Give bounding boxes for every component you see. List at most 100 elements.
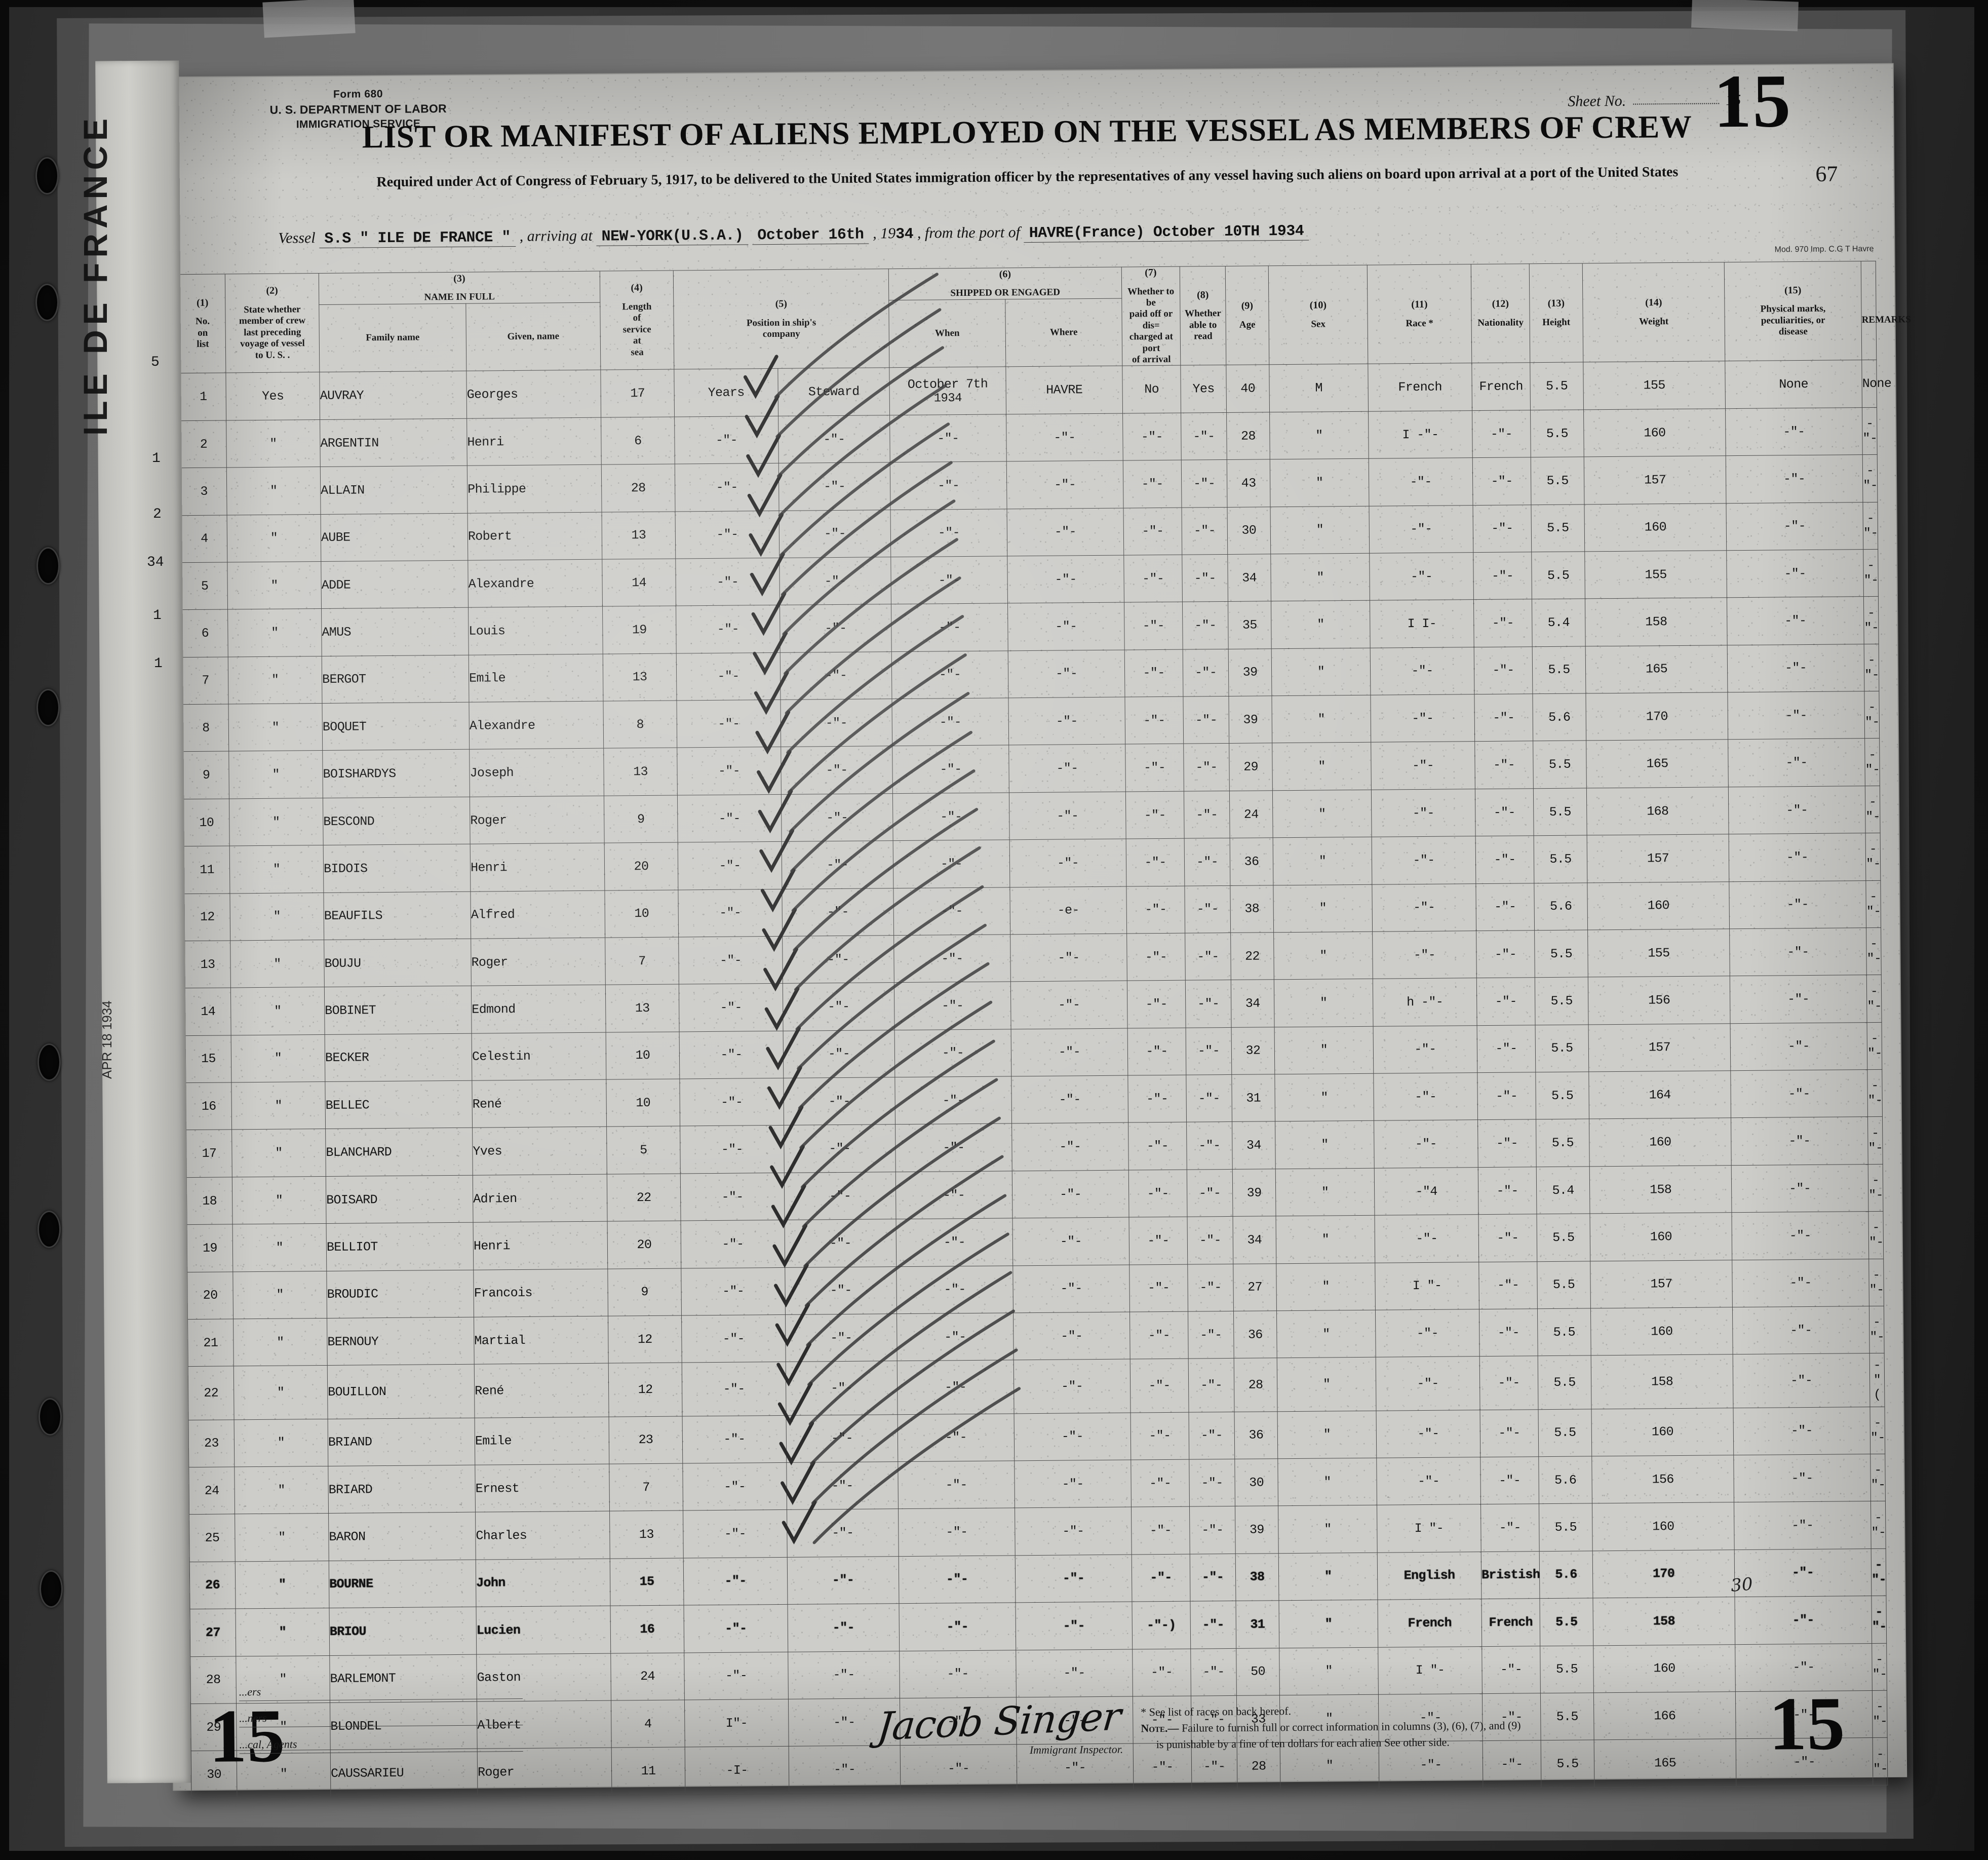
cell-position-a: -"- — [674, 416, 779, 464]
printer-note: Mod. 970 Imp. C.G T Havre — [1774, 244, 1874, 254]
cell-race: -"- — [1374, 1120, 1478, 1169]
col-header-position: (5) Position in ship's company — [673, 268, 889, 370]
cell-family-name: BERGOT — [322, 654, 469, 704]
cell-position-a: -"- — [679, 1031, 784, 1079]
cell-sex: " — [1276, 1310, 1376, 1359]
cell-height: 5.5 — [1534, 929, 1588, 978]
cell-height: 5.5 — [1534, 835, 1587, 883]
cell-prior-voyage: " — [235, 1513, 329, 1562]
col-header-physical-marks: (15) Physical marks, peculiarities, or dise… — [1724, 261, 1862, 362]
cell-nationality: -"- — [1475, 835, 1534, 884]
cell-remarks: -"- — [1870, 1501, 1886, 1549]
cell-family-name: ARGENTIN — [320, 418, 467, 467]
cell-weight: 165 — [1585, 645, 1728, 693]
cell-paid-off: -"- — [1131, 1412, 1189, 1460]
cell-weight: 170 — [1585, 692, 1728, 741]
cell-no-on-list: 6 — [182, 609, 228, 657]
cell-position-b: -"- — [783, 1030, 895, 1078]
cell-position-b: -"- — [786, 1361, 898, 1416]
year-value: 34 — [895, 225, 914, 244]
cell-paid-off: -"- — [1122, 412, 1182, 461]
cell-physical-marks: -"- — [1730, 1069, 1868, 1118]
cell-able-to-read: -"- — [1183, 743, 1230, 791]
tape-artifact — [1691, 0, 1799, 31]
cell-able-to-read: -"- — [1189, 1412, 1235, 1460]
cell-shipped-when: -"- — [891, 603, 1008, 652]
cell-position-a: -"- — [677, 747, 782, 795]
cell-length-of-service: 7 — [609, 1463, 683, 1512]
cell-prior-voyage: " — [234, 1466, 329, 1515]
cell-nationality: -"- — [1479, 1308, 1538, 1357]
cell-position-a: -"- — [683, 1557, 788, 1606]
cell-given-name: Henri — [466, 417, 602, 466]
cell-race: -"- — [1376, 1410, 1480, 1458]
cell-shipped-when: -"- — [900, 1745, 1017, 1793]
cell-length-of-service: 11 — [611, 1747, 685, 1796]
cell-given-name: Ernest — [475, 1464, 610, 1513]
cell-able-to-read: -"- — [1182, 554, 1228, 602]
col-header-given-name: Given, name — [465, 302, 601, 371]
col-header-shipped-or-engaged: (6) SHIPPED OR ENGAGED — [888, 267, 1122, 300]
cell-given-name: John — [476, 1558, 611, 1607]
cell-remarks: -"- — [1868, 1164, 1883, 1212]
cell-sex: " — [1279, 1647, 1379, 1695]
cell-weight: 160 — [1583, 408, 1726, 457]
cell-remarks: -"- — [1865, 880, 1881, 928]
cell-prior-voyage: " — [228, 656, 322, 705]
cell-age: 38 — [1235, 1553, 1279, 1601]
cell-nationality: -"- — [1475, 788, 1534, 836]
cell-given-name: Roger — [471, 938, 606, 986]
cell-shipped-where: -"- — [1008, 744, 1126, 793]
cell-remarks: -"- — [1862, 454, 1878, 502]
requirement-text: Required under Act of Congress of Februa… — [376, 164, 1679, 190]
cell-weight: 160 — [1591, 1408, 1734, 1456]
cell-age: 32 — [1231, 1027, 1275, 1075]
cell-remarks: -"- — [1866, 927, 1881, 975]
binding-hole — [36, 689, 60, 726]
vertical-vessel-name: ILE DE FRANCE — [76, 113, 114, 436]
cell-race: -"- — [1372, 931, 1477, 979]
cell-shipped-where: -"- — [1010, 933, 1127, 982]
cell-family-name: BROUDIC — [326, 1269, 474, 1319]
cell-paid-off: -"- — [1132, 1648, 1191, 1696]
cell-paid-off: -"- — [1123, 507, 1182, 556]
cell-no-on-list: 26 — [189, 1561, 236, 1609]
form-number: Form 680 — [333, 88, 383, 100]
cell-position-b: -"- — [785, 1266, 897, 1315]
cell-race: French — [1368, 363, 1472, 412]
cell-no-on-list: 11 — [184, 846, 230, 894]
cell-length-of-service: 10 — [604, 889, 679, 938]
cell-able-to-read: -"- — [1181, 412, 1227, 460]
cell-age: 34 — [1231, 980, 1275, 1028]
cell-able-to-read: -"- — [1190, 1554, 1236, 1602]
cell-physical-marks: -"- — [1733, 1353, 1870, 1408]
cell-nationality: -"- — [1474, 646, 1533, 694]
arrival-date-value: October 16th — [752, 226, 869, 245]
cell-position-a: -"- — [680, 1125, 785, 1174]
arriving-label: , arriving at — [519, 227, 593, 245]
footer-stamp-right: 15 — [1768, 1681, 1846, 1766]
cell-position-b: -"- — [778, 415, 890, 463]
cell-position-b: -"- — [786, 1461, 899, 1510]
cell-physical-marks: -"- — [1727, 596, 1864, 645]
cell-sex: " — [1275, 1120, 1375, 1169]
cell-remarks: None — [1861, 360, 1891, 408]
cell-remarks: -"- — [1867, 1022, 1882, 1070]
cell-position-a: -"- — [682, 1462, 787, 1511]
cell-family-name: BELLEC — [325, 1080, 473, 1129]
cell-shipped-when: -"- — [899, 1602, 1016, 1651]
cell-given-name: Martial — [474, 1316, 609, 1365]
cell-nationality: -"- — [1474, 741, 1534, 789]
cell-shipped-when: -"- — [899, 1555, 1016, 1604]
cell-race: -"- — [1376, 1356, 1480, 1411]
cell-age: 30 — [1227, 507, 1271, 555]
cell-shipped-when: -"- — [898, 1508, 1016, 1557]
cell-shipped-where: -"- — [1007, 555, 1124, 604]
cell-height: 5.5 — [1535, 977, 1589, 1025]
cell-weight: 168 — [1586, 787, 1729, 836]
cell-weight: 158 — [1591, 1354, 1734, 1409]
cell-remarks: -"- — [1863, 549, 1879, 597]
cell-height: 5.5 — [1537, 1261, 1591, 1309]
cell-length-of-service: 12 — [608, 1315, 682, 1364]
cell-given-name: Louis — [468, 606, 603, 655]
